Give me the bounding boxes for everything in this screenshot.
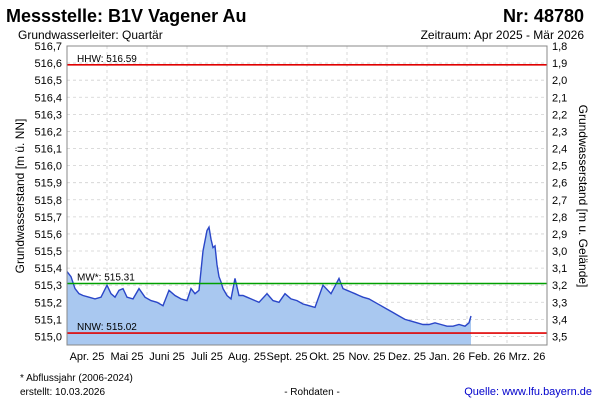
raw-data-label: - Rohdaten - <box>284 387 340 398</box>
mw-label: MW*: 515.31 <box>77 272 135 283</box>
x-tick-label: Apr. 25 <box>70 351 105 363</box>
right-axis-label: Grundwasserstand [m u. Gelände] <box>576 105 590 288</box>
left-axis-ticks: 516,7 516,6 516,5 516,4 516,3 516,2 516,1 516,0… <box>34 41 62 343</box>
left-tick-label: 516,2 <box>34 126 62 138</box>
right-tick-label: 2,9 <box>552 229 567 241</box>
left-tick-label: 516,4 <box>34 92 62 104</box>
right-tick-label: 2,5 <box>552 161 567 173</box>
reference-lines: HHW: 516.59 MW*: 515.31 NNW: 515.02 <box>67 54 547 334</box>
x-tick-label: Nov. 25 <box>348 351 385 363</box>
left-tick-label: 515,4 <box>34 263 62 275</box>
right-tick-label: 2,3 <box>552 126 567 138</box>
left-tick-label: 515,9 <box>34 178 62 190</box>
x-tick-label: Okt. 25 <box>309 351 344 363</box>
left-tick-label: 515,6 <box>34 229 62 241</box>
right-tick-label: 3,5 <box>552 331 567 343</box>
period-label: Zeitraum: Apr 2025 - Mär 2026 <box>421 28 585 42</box>
left-tick-label: 516,5 <box>34 75 62 87</box>
x-tick-label: Mrz. 26 <box>509 351 546 363</box>
x-tick-label: Jan. 26 <box>429 351 465 363</box>
right-tick-label: 2,7 <box>552 195 567 207</box>
created-date: erstellt: 10.03.2026 <box>20 387 105 398</box>
x-tick-label: Feb. 26 <box>468 351 505 363</box>
right-axis-ticks: 1,8 1,9 2,0 2,1 2,2 2,3 2,4 2,5 2,6 2,7 2,8 2,9 3,0 3… <box>552 41 567 343</box>
left-tick-label: 516,3 <box>34 109 62 121</box>
left-tick-label: 516,7 <box>34 41 62 53</box>
series-area <box>67 227 471 345</box>
right-tick-label: 3,0 <box>552 246 567 258</box>
nnw-label: NNW: 515.02 <box>77 322 137 333</box>
right-tick-label: 3,4 <box>552 314 567 326</box>
x-tick-label: Mai 25 <box>110 351 143 363</box>
right-tick-label: 2,6 <box>552 178 567 190</box>
right-tick-label: 1,9 <box>552 58 567 70</box>
right-tick-label: 3,1 <box>552 263 567 275</box>
hhw-label: HHW: 516.59 <box>77 54 137 65</box>
left-tick-label: 516,6 <box>34 58 62 70</box>
left-tick-label: 515,1 <box>34 314 62 326</box>
left-tick-label: 515,3 <box>34 280 62 292</box>
station-title: Messstelle: B1V Vagener Au <box>6 6 246 26</box>
left-tick-label: 516,1 <box>34 144 62 156</box>
right-tick-label: 1,8 <box>552 41 567 53</box>
left-tick-label: 515,2 <box>34 297 62 309</box>
x-tick-label: Juni 25 <box>149 351 184 363</box>
right-tick-label: 3,2 <box>552 280 567 292</box>
aquifer-label: Grundwasserleiter: Quartär <box>18 28 163 42</box>
source-link[interactable]: Quelle: www.lfu.bayern.de <box>464 386 592 398</box>
left-tick-label: 515,0 <box>34 331 62 343</box>
left-tick-label: 516,0 <box>34 161 62 173</box>
left-tick-label: 515,5 <box>34 246 62 258</box>
series-line <box>66 225 472 327</box>
right-tick-label: 2,8 <box>552 212 567 224</box>
x-tick-label: Sept. 25 <box>267 351 308 363</box>
series-area-layer <box>66 225 472 345</box>
right-tick-label: 3,3 <box>552 297 567 309</box>
left-axis-label: Grundwasserstand [m ü. NN] <box>13 119 27 274</box>
right-tick-label: 2,4 <box>552 144 567 156</box>
x-tick-label: Aug. 25 <box>228 351 266 363</box>
plot-frame <box>66 45 548 346</box>
right-tick-label: 2,1 <box>552 92 567 104</box>
footnote: * Abflussjahr (2006-2024) <box>20 373 133 384</box>
x-tick-label: Dez. 25 <box>388 351 426 363</box>
right-tick-label: 2,0 <box>552 75 567 87</box>
x-tick-label: Juli 25 <box>191 351 223 363</box>
station-number: Nr: 48780 <box>503 6 584 26</box>
right-tick-label: 2,2 <box>552 109 567 121</box>
left-tick-label: 515,8 <box>34 195 62 207</box>
x-axis-ticks: Apr. 25 Mai 25 Juni 25 Juli 25 Aug. 25 Sept. … <box>70 351 546 363</box>
left-tick-label: 515,7 <box>34 212 62 224</box>
